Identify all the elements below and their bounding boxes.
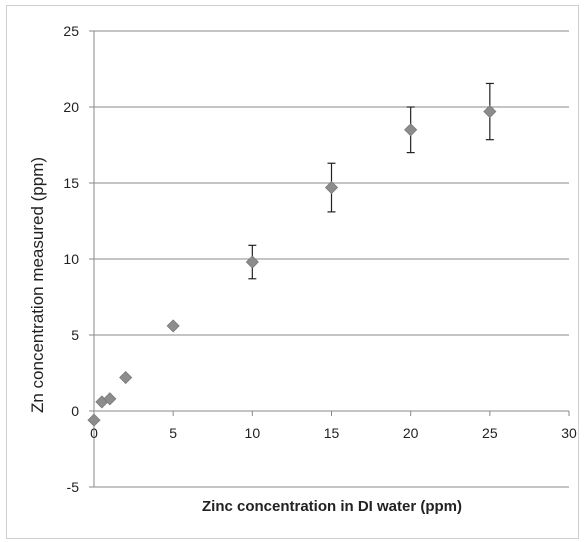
x-tick-labels: 0 5 10 15 20 25 30 (90, 425, 577, 441)
axes (89, 30, 570, 488)
chart-frame (6, 5, 579, 539)
y-tick-label: 5 (71, 327, 79, 343)
y-tick-label: 20 (63, 99, 79, 115)
y-tick-label: 0 (71, 403, 79, 419)
x-tick-label: 0 (90, 425, 98, 441)
data-point (166, 319, 180, 333)
y-tick-label: 25 (63, 23, 79, 39)
data-point (119, 370, 133, 385)
y-tick-label: 10 (63, 251, 79, 267)
y-tick-label: 15 (63, 175, 79, 191)
data-point (483, 104, 497, 119)
y-axis-title: Zn concentration measured (ppm) (28, 157, 47, 413)
y-tick-label: -5 (67, 479, 80, 495)
data-point (404, 123, 418, 137)
x-tick-label: 10 (245, 425, 261, 441)
data-point (87, 413, 101, 427)
x-tick-label: 15 (324, 425, 340, 441)
x-axis-title: Zinc concentration in DI water (ppm) (202, 498, 462, 515)
x-tick-label: 30 (561, 425, 577, 441)
data-points (87, 104, 497, 427)
grid-lines (94, 30, 569, 488)
data-point (324, 180, 339, 195)
error-bars (248, 82, 494, 280)
x-tick-label: 25 (482, 425, 498, 441)
data-point (103, 392, 117, 406)
x-tick-label: 20 (403, 425, 419, 441)
y-tick-labels: -5 0 5 10 15 20 25 (63, 23, 79, 495)
x-tick-label: 5 (169, 425, 177, 441)
data-point (245, 255, 259, 269)
